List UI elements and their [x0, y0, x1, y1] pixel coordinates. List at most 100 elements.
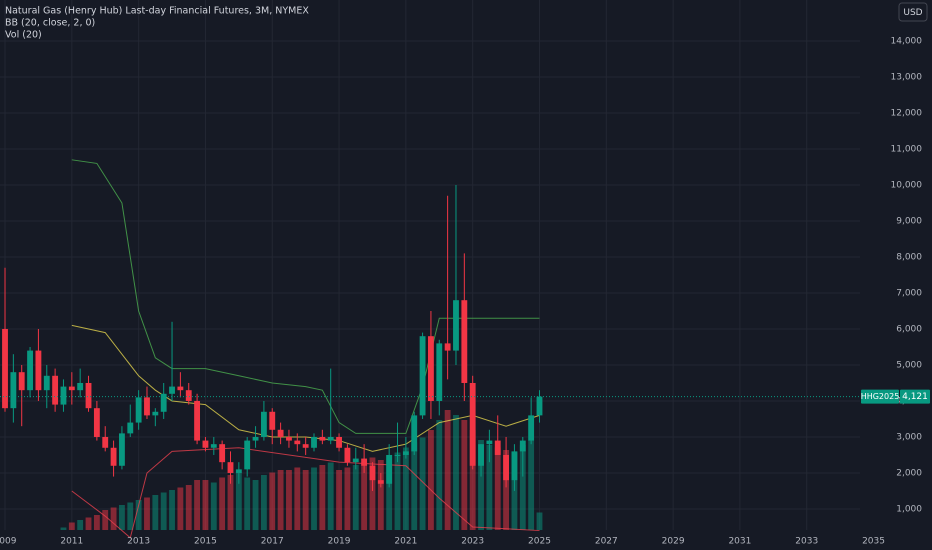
- volume-bar: [411, 442, 418, 530]
- x-tick-label: 2035: [862, 537, 885, 547]
- volume-bar: [160, 492, 167, 530]
- candle-body: [319, 436, 326, 441]
- volume-bar: [202, 480, 209, 530]
- candle-body: [60, 386, 67, 405]
- y-tick-label: 9,000: [896, 217, 922, 227]
- volume-bar: [519, 445, 526, 530]
- x-tick-label: 2017: [261, 537, 284, 547]
- candle-body: [194, 400, 201, 441]
- volume-bar: [336, 470, 342, 530]
- volume-bar: [244, 477, 251, 530]
- volume-bar: [302, 470, 309, 530]
- volume-bar: [352, 465, 359, 530]
- volume-bar: [177, 487, 184, 530]
- candle-body: [93, 408, 100, 437]
- candle-body: [352, 458, 359, 463]
- candle-body: [235, 469, 242, 473]
- y-tick-label: 1,000: [896, 504, 922, 514]
- candle-body: [152, 411, 159, 416]
- y-tick-label: 7,000: [896, 288, 922, 298]
- volume-bar: [386, 455, 393, 530]
- currency-box[interactable]: [898, 2, 928, 22]
- candle-body: [219, 444, 226, 463]
- price-axis: [860, 0, 932, 550]
- volume-bar: [252, 480, 259, 530]
- candle-body: [27, 350, 33, 391]
- volume-bar: [127, 502, 134, 530]
- candle-body: [511, 451, 518, 481]
- indicator-bb: BB (20, close, 2, 0): [5, 18, 95, 29]
- volume-bar: [119, 505, 125, 530]
- candle-body: [77, 382, 84, 391]
- candle-body: [227, 462, 234, 473]
- volume-bar: [135, 500, 142, 530]
- volume-bar: [219, 477, 226, 530]
- x-tick-label: 2033: [795, 537, 818, 547]
- candle-body: [377, 480, 384, 484]
- candle-body: [453, 300, 459, 351]
- volume-bar: [319, 465, 326, 530]
- candle-body: [252, 436, 259, 441]
- volume-bar: [169, 490, 175, 530]
- candle-body: [519, 440, 526, 452]
- candle-body: [18, 372, 25, 391]
- candle-body: [302, 444, 309, 448]
- candle-body: [169, 386, 175, 394]
- volume-bar: [511, 452, 518, 530]
- candle-body: [269, 411, 276, 430]
- candle-body: [110, 447, 117, 466]
- candle-body: [503, 454, 510, 481]
- volume-bar: [277, 470, 284, 530]
- x-tick-label: 2027: [595, 537, 618, 547]
- bollinger-band-line: [71, 447, 540, 539]
- volume-bar: [402, 447, 409, 530]
- volume-bar: [377, 460, 384, 530]
- y-tick-label: 6,000: [896, 324, 922, 334]
- volume-bar: [503, 450, 510, 530]
- volume-bar: [185, 485, 192, 530]
- plot-area: [0, 0, 875, 539]
- candle-body: [536, 396, 543, 416]
- y-tick-label: 11,000: [891, 145, 923, 155]
- volume-bar: [327, 462, 334, 530]
- candle-body: [277, 429, 284, 437]
- candle-body: [411, 415, 418, 452]
- price-label: 4,121: [902, 392, 928, 402]
- candle-body: [528, 415, 535, 441]
- volume-bar: [494, 447, 501, 530]
- volume-bar: [235, 472, 242, 530]
- volume-bar: [461, 420, 468, 530]
- volume-bar: [361, 462, 368, 530]
- candle-body: [361, 458, 368, 466]
- x-tick-label: 2023: [461, 537, 484, 547]
- currency[interactable]: USD: [903, 8, 922, 18]
- x-tick-label: 2029: [662, 537, 685, 547]
- x-tick-label: 2021: [394, 537, 417, 547]
- x-tick-label: 2015: [194, 537, 217, 547]
- candle-body: [494, 440, 501, 455]
- volume-bar: [110, 507, 117, 530]
- candle-body: [344, 447, 351, 463]
- volume-bar: [269, 472, 276, 530]
- candle-body: [336, 436, 342, 448]
- volume-bar: [210, 482, 217, 530]
- candle-body: [311, 436, 317, 448]
- candle-body: [436, 343, 443, 401]
- volume-bar: [144, 497, 150, 530]
- volume-bar: [453, 415, 459, 530]
- candle-body: [43, 375, 50, 391]
- volume-bar: [486, 445, 493, 530]
- candle-body: [286, 436, 292, 441]
- symbol-label: HHG2025: [861, 392, 900, 401]
- volume-bar: [469, 430, 476, 530]
- candle-body: [260, 411, 267, 437]
- candle-body: [85, 382, 92, 409]
- volume-bar: [394, 452, 401, 530]
- candle-body: [119, 433, 125, 466]
- candle-body: [469, 382, 476, 466]
- candle-body: [127, 422, 134, 434]
- y-tick-label: 14,000: [891, 37, 923, 47]
- candle-body: [202, 440, 209, 448]
- x-tick-label: 2019: [328, 537, 351, 547]
